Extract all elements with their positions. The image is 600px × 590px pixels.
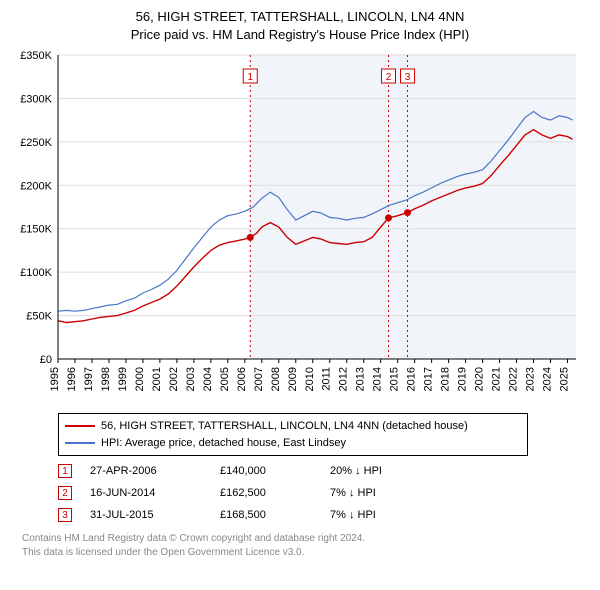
svg-text:2012: 2012 <box>338 367 350 391</box>
svg-text:£150K: £150K <box>20 224 52 236</box>
title-block: 56, HIGH STREET, TATTERSHALL, LINCOLN, L… <box>10 8 590 43</box>
svg-text:£100K: £100K <box>20 267 52 279</box>
table-row: 3 31-JUL-2015 £168,500 7% ↓ HPI <box>58 504 528 526</box>
svg-text:2016: 2016 <box>406 367 418 391</box>
tx-price: £168,500 <box>220 509 330 521</box>
svg-text:2013: 2013 <box>355 367 367 391</box>
svg-text:2008: 2008 <box>270 367 282 391</box>
footer-attribution: Contains HM Land Registry data © Crown c… <box>22 532 580 559</box>
svg-text:1996: 1996 <box>66 367 78 391</box>
transactions-table: 1 27-APR-2006 £140,000 20% ↓ HPI 2 16-JU… <box>58 460 528 526</box>
svg-text:£300K: £300K <box>20 94 52 106</box>
svg-text:2018: 2018 <box>440 367 452 391</box>
svg-text:2004: 2004 <box>202 367 214 391</box>
chart-container: 56, HIGH STREET, TATTERSHALL, LINCOLN, L… <box>0 0 600 565</box>
tx-delta: 7% ↓ HPI <box>330 509 440 521</box>
svg-text:2014: 2014 <box>372 367 384 391</box>
legend-swatch-property <box>65 425 95 427</box>
tx-marker-1: 1 <box>58 464 72 478</box>
svg-text:2: 2 <box>386 72 392 83</box>
svg-text:2015: 2015 <box>389 367 401 391</box>
line-chart-svg: £0 £50K £100K £150K £200K £250K £300K £350K 1995… <box>10 49 590 409</box>
svg-text:2010: 2010 <box>304 367 316 391</box>
svg-text:2005: 2005 <box>219 367 231 391</box>
title-subtitle: Price paid vs. HM Land Registry's House … <box>10 26 590 44</box>
tx-date: 31-JUL-2015 <box>90 509 220 521</box>
svg-text:2017: 2017 <box>423 367 435 391</box>
tx-date: 16-JUN-2014 <box>90 487 220 499</box>
tx-delta: 20% ↓ HPI <box>330 465 440 477</box>
legend-row-hpi: HPI: Average price, detached house, East… <box>65 435 521 452</box>
svg-text:2022: 2022 <box>508 367 520 391</box>
svg-text:3: 3 <box>405 72 411 83</box>
legend-swatch-hpi <box>65 442 95 444</box>
svg-text:£50K: £50K <box>26 311 52 323</box>
svg-text:2019: 2019 <box>457 367 469 391</box>
chart-area: £0 £50K £100K £150K £200K £250K £300K £350K 1995… <box>10 49 590 409</box>
svg-text:1: 1 <box>247 72 253 83</box>
svg-text:1995: 1995 <box>49 367 61 391</box>
svg-text:£350K: £350K <box>20 50 52 62</box>
svg-text:2000: 2000 <box>134 367 146 391</box>
svg-text:2002: 2002 <box>168 367 180 391</box>
legend: 56, HIGH STREET, TATTERSHALL, LINCOLN, L… <box>58 413 528 456</box>
legend-label-hpi: HPI: Average price, detached house, East… <box>101 435 346 452</box>
tx-date: 27-APR-2006 <box>90 465 220 477</box>
tx-price: £140,000 <box>220 465 330 477</box>
tx-marker-2: 2 <box>58 486 72 500</box>
svg-text:2011: 2011 <box>321 367 333 391</box>
svg-text:£200K: £200K <box>20 180 52 192</box>
svg-text:2003: 2003 <box>185 367 197 391</box>
svg-text:1997: 1997 <box>83 367 95 391</box>
footer-line2: This data is licensed under the Open Gov… <box>22 546 580 560</box>
svg-text:2006: 2006 <box>236 367 248 391</box>
tx-delta: 7% ↓ HPI <box>330 487 440 499</box>
svg-text:1999: 1999 <box>117 367 129 391</box>
title-address: 56, HIGH STREET, TATTERSHALL, LINCOLN, L… <box>10 8 590 26</box>
svg-text:2023: 2023 <box>525 367 537 391</box>
svg-text:£0: £0 <box>40 354 52 366</box>
legend-row-property: 56, HIGH STREET, TATTERSHALL, LINCOLN, L… <box>65 418 521 435</box>
legend-label-property: 56, HIGH STREET, TATTERSHALL, LINCOLN, L… <box>101 418 468 435</box>
footer-line1: Contains HM Land Registry data © Crown c… <box>22 532 580 546</box>
tx-price: £162,500 <box>220 487 330 499</box>
table-row: 1 27-APR-2006 £140,000 20% ↓ HPI <box>58 460 528 482</box>
svg-text:£250K: £250K <box>20 137 52 149</box>
svg-text:2021: 2021 <box>491 367 503 391</box>
svg-text:2007: 2007 <box>253 367 265 391</box>
tx-marker-3: 3 <box>58 508 72 522</box>
svg-text:2024: 2024 <box>542 367 554 391</box>
table-row: 2 16-JUN-2014 £162,500 7% ↓ HPI <box>58 482 528 504</box>
svg-text:2025: 2025 <box>559 367 571 391</box>
svg-text:2020: 2020 <box>474 367 486 391</box>
svg-text:2001: 2001 <box>151 367 163 391</box>
svg-text:1998: 1998 <box>100 367 112 391</box>
svg-text:2009: 2009 <box>287 367 299 391</box>
